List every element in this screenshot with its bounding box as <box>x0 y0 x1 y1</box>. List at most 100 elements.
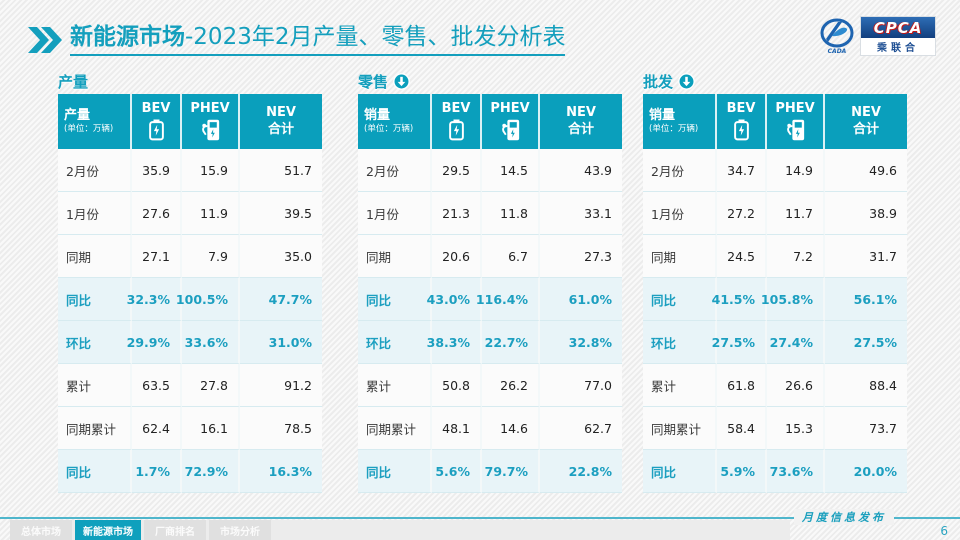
retail-section-title: 零售 <box>358 70 622 92</box>
table-corner-header: 销量 (单位：万辆) <box>643 94 717 149</box>
table-cell: 88.4 <box>825 364 907 407</box>
publish-label: 月度信息发布 <box>794 509 894 525</box>
table-cell: 91.2 <box>240 364 322 407</box>
section-label: 产量 <box>58 72 89 91</box>
cpca-wordmark: CPCA 乘联合 <box>860 16 936 56</box>
cpca-text: CPCA <box>861 17 935 38</box>
row-label: 累计 <box>358 364 432 407</box>
row-label: 同期 <box>58 235 132 278</box>
row-label: 同期 <box>358 235 432 278</box>
row-label: 同比 <box>58 450 132 493</box>
page-number: 6 <box>940 524 948 538</box>
section-label: 批发 <box>643 72 674 91</box>
table-cell: 39.5 <box>240 192 322 235</box>
table-cell: 79.7% <box>482 450 540 493</box>
table-cell: 5.9% <box>717 450 767 493</box>
table-cell: 49.6 <box>825 149 907 192</box>
table-cell: 21.3 <box>432 192 482 235</box>
row-label: 同期累计 <box>358 407 432 450</box>
column-header-nev: NEV 合计 <box>240 94 322 149</box>
row-label: 同期累计 <box>58 407 132 450</box>
down-arrow-circle-icon <box>678 72 695 90</box>
table-cell: 5.6% <box>432 450 482 493</box>
table-cell: 29.5 <box>432 149 482 192</box>
table-cell: 61.8 <box>717 364 767 407</box>
emblem-text: CADA <box>828 48 847 55</box>
tab-market-analysis[interactable]: 市场分析 <box>209 520 271 540</box>
table-cell: 34.7 <box>717 149 767 192</box>
table-cell: 6.7 <box>482 235 540 278</box>
table-cell: 27.5% <box>825 321 907 364</box>
table-cell: 33.6% <box>182 321 240 364</box>
down-arrow-circle-icon <box>393 72 410 90</box>
footer-divider <box>0 517 960 519</box>
table-corner-header: 产量 (单位：万辆) <box>58 94 132 149</box>
table-cell: 32.8% <box>540 321 622 364</box>
double-chevron-icon <box>28 27 62 53</box>
table-corner-header: 销量 (单位：万辆) <box>358 94 432 149</box>
table-cell: 51.7 <box>240 149 322 192</box>
battery-icon <box>148 119 164 140</box>
table-cell: 72.9% <box>182 450 240 493</box>
wholesale-section-title: 批发 <box>643 70 907 92</box>
page-title: 新能源市场-2023年2月产量、零售、批发分析表 <box>70 24 566 57</box>
row-label: 1月份 <box>358 192 432 235</box>
table-cell: 22.8% <box>540 450 622 493</box>
table-cell: 73.7 <box>825 407 907 450</box>
table-cell: 27.8 <box>182 364 240 407</box>
column-header-phev: PHEV <box>767 94 825 149</box>
table-cell: 26.2 <box>482 364 540 407</box>
table-cell: 62.4 <box>132 407 182 450</box>
column-header-bev: BEV <box>717 94 767 149</box>
table-cell: 22.7% <box>482 321 540 364</box>
table-cell: 27.6 <box>132 192 182 235</box>
table-cell: 63.5 <box>132 364 182 407</box>
table-cell: 27.2 <box>717 192 767 235</box>
tab-manufacturer-ranking[interactable]: 厂商排名 <box>144 520 206 540</box>
table-cell: 43.9 <box>540 149 622 192</box>
cpca-subtitle: 乘联合 <box>877 43 919 54</box>
table-cell: 35.0 <box>240 235 322 278</box>
row-label: 1月份 <box>643 192 717 235</box>
tab-overall-market[interactable]: 总体市场 <box>10 520 72 540</box>
table-cell: 1.7% <box>132 450 182 493</box>
battery-icon <box>448 119 464 140</box>
table-cell: 61.0% <box>540 278 622 321</box>
column-header-nev: NEV 合计 <box>540 94 622 149</box>
footer-nav: 总体市场 新能源市场 厂商排名 市场分析 <box>10 520 271 540</box>
row-label: 累计 <box>643 364 717 407</box>
table-cell: 35.9 <box>132 149 182 192</box>
row-label: 同比 <box>358 278 432 321</box>
row-label: 1月份 <box>58 192 132 235</box>
table-cell: 29.9% <box>127 321 182 364</box>
column-header-bev: BEV <box>432 94 482 149</box>
table-cell: 14.9 <box>767 149 825 192</box>
row-label: 同比 <box>58 278 132 321</box>
table-cell: 73.6% <box>767 450 825 493</box>
table-cell: 15.9 <box>182 149 240 192</box>
row-label: 同比 <box>643 278 717 321</box>
row-label: 环比 <box>358 321 432 364</box>
battery-icon <box>733 119 749 140</box>
row-label: 2月份 <box>358 149 432 192</box>
table-cell: 7.2 <box>767 235 825 278</box>
row-label: 2月份 <box>58 149 132 192</box>
row-label: 2月份 <box>643 149 717 192</box>
table-cell: 41.5% <box>712 278 767 321</box>
tab-nev-market[interactable]: 新能源市场 <box>75 520 141 540</box>
table-cell: 31.7 <box>825 235 907 278</box>
row-label: 环比 <box>643 321 717 364</box>
table-cell: 47.7% <box>240 278 322 321</box>
section-label: 零售 <box>358 72 389 91</box>
table-cell: 100.5% <box>176 278 240 321</box>
row-label: 同比 <box>643 450 717 493</box>
table-cell: 11.8 <box>482 192 540 235</box>
table-cell: 27.4% <box>767 321 825 364</box>
production-section-title: 产量 <box>58 70 322 92</box>
row-label: 同期累计 <box>643 407 717 450</box>
table-cell: 43.0% <box>427 278 482 321</box>
cada-emblem-icon: CADA <box>820 18 854 55</box>
row-label: 同期 <box>643 235 717 278</box>
